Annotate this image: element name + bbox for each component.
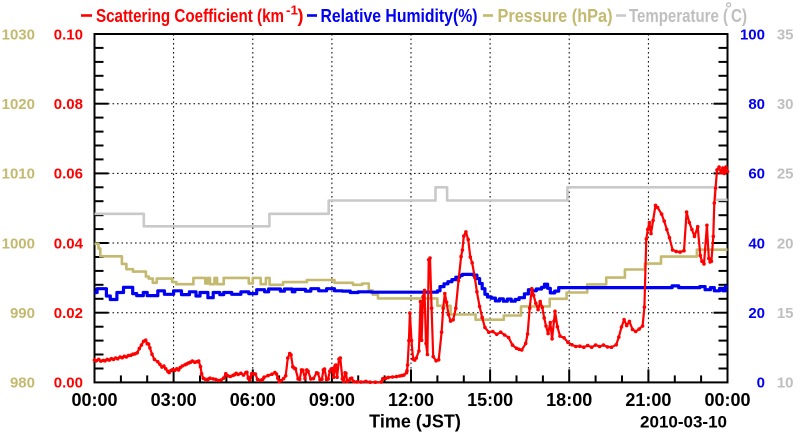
svg-text:): ) (298, 6, 304, 26)
svg-text:0: 0 (757, 375, 765, 392)
svg-text:20: 20 (777, 235, 794, 252)
svg-text:Time (JST): Time (JST) (369, 412, 461, 432)
svg-text:Temperature (: Temperature ( (629, 6, 728, 26)
svg-text:35: 35 (777, 26, 794, 43)
svg-text:Scattering Coefficient (km: Scattering Coefficient (km (96, 6, 284, 26)
svg-text:1030: 1030 (2, 26, 35, 43)
svg-text:80: 80 (748, 96, 765, 113)
svg-text:21:00: 21:00 (625, 390, 671, 410)
svg-text:C): C) (731, 6, 747, 26)
svg-text:1000: 1000 (2, 235, 35, 252)
svg-text:25: 25 (777, 166, 794, 183)
svg-text:09:00: 09:00 (309, 390, 355, 410)
svg-text:0.02: 0.02 (54, 305, 83, 322)
svg-text:0.06: 0.06 (54, 166, 83, 183)
svg-text:03:00: 03:00 (151, 390, 197, 410)
svg-text:2010-03-10: 2010-03-10 (640, 413, 727, 432)
svg-text:15: 15 (777, 305, 794, 322)
svg-text:0.00: 0.00 (54, 375, 83, 392)
svg-text:15:00: 15:00 (467, 390, 513, 410)
svg-text:0.04: 0.04 (54, 235, 84, 252)
svg-text:00:00: 00:00 (71, 390, 117, 410)
svg-text:980: 980 (10, 375, 35, 392)
svg-text:1010: 1010 (2, 166, 35, 183)
svg-text:18:00: 18:00 (546, 390, 592, 410)
svg-text:00:00: 00:00 (704, 390, 750, 410)
svg-text:40: 40 (748, 235, 765, 252)
svg-text:10: 10 (777, 375, 794, 392)
svg-text:06:00: 06:00 (230, 390, 276, 410)
svg-text:12:00: 12:00 (388, 390, 434, 410)
svg-text:1020: 1020 (2, 96, 35, 113)
svg-text:Relative Humidity(%): Relative Humidity(%) (321, 6, 478, 26)
svg-text:60: 60 (748, 166, 765, 183)
svg-text:100: 100 (740, 26, 765, 43)
svg-text:990: 990 (10, 305, 35, 322)
svg-text:30: 30 (777, 96, 794, 113)
svg-text:0.10: 0.10 (54, 26, 83, 43)
svg-text:20: 20 (748, 305, 765, 322)
svg-text:0.08: 0.08 (54, 96, 83, 113)
svg-text:-1: -1 (286, 3, 298, 18)
svg-text:Pressure (hPa): Pressure (hPa) (498, 6, 613, 26)
